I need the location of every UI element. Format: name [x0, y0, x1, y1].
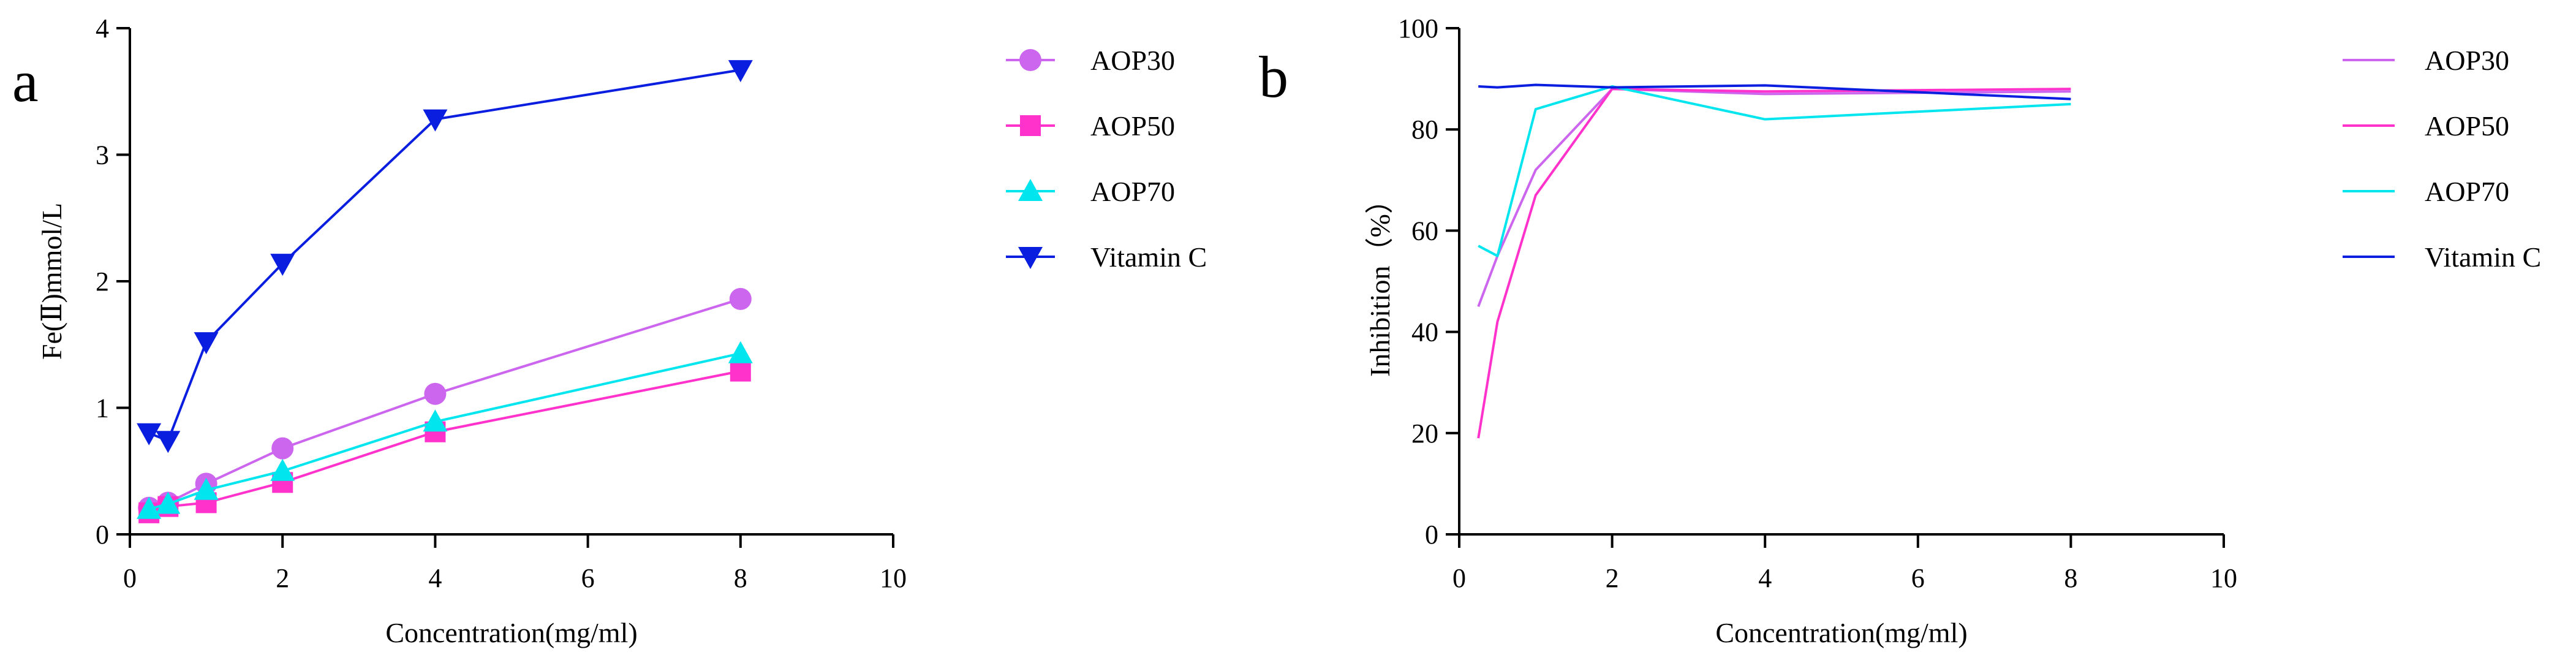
data-point — [728, 60, 753, 83]
x-tick-label: 0 — [1452, 563, 1466, 593]
x-tick-label: 4 — [428, 563, 442, 593]
chart-panel-a: a 0 2 4 6 8 10 0 1 2 3 4 Concentration(mg/ml) Fe(Ⅱ)mm… — [12, 13, 1207, 648]
series-aop70 — [137, 341, 753, 519]
legend-label: AOP50 — [2425, 110, 2509, 142]
panel-letter: a — [12, 48, 39, 114]
y-tick-label: 0 — [96, 520, 109, 550]
x-tick-label: 6 — [1911, 563, 1925, 593]
x-tick-label: 2 — [276, 563, 289, 593]
y-tick-label: 1 — [96, 393, 109, 423]
legend-label: Vitamin C — [2425, 241, 2541, 273]
y-tick-label: 0 — [1425, 520, 1438, 550]
panel-letter: b — [1259, 44, 1288, 110]
data-point — [137, 496, 162, 519]
legend-item: AOP70 — [1006, 176, 1175, 207]
y-tick-label: 40 — [1411, 317, 1438, 347]
data-point — [271, 437, 294, 460]
data-point — [194, 477, 219, 500]
data-point — [729, 287, 752, 310]
data-point — [270, 458, 295, 481]
x-tick-label: 8 — [734, 563, 747, 593]
x-tick-label: 6 — [581, 563, 595, 593]
data-point — [423, 409, 448, 432]
x-tick-label: 8 — [2064, 563, 2077, 593]
chart-panel-b: b0 2 4 6 8 10020406080100Concentration(mg/ml)… — [1259, 13, 2541, 648]
series-vitamin-c — [1478, 83, 2071, 100]
x-tick-label: 0 — [123, 563, 137, 593]
data-point — [194, 332, 219, 355]
legend-item: Vitamin C — [1006, 241, 1207, 273]
series-line — [1478, 83, 2071, 100]
legend-item: Vitamin C — [2343, 241, 2541, 273]
series-aop30 — [1477, 88, 2071, 308]
legend-label: Vitamin C — [1090, 241, 1207, 273]
series-aop70 — [1478, 85, 2071, 257]
data-point — [424, 382, 447, 405]
legend-marker — [1018, 179, 1043, 201]
y-tick-label: 100 — [1398, 13, 1438, 44]
series-line — [1478, 85, 2071, 257]
data-point — [137, 423, 162, 445]
y-axis-title: Fe(Ⅱ)mmol/L — [36, 203, 67, 360]
data-point — [270, 254, 295, 276]
legend-item: AOP70 — [2343, 176, 2509, 207]
legend-marker — [1019, 49, 1041, 71]
x-tick-label: 10 — [880, 563, 907, 593]
data-point — [423, 109, 448, 132]
legend-marker — [1018, 247, 1043, 269]
legend-item: AOP30 — [2343, 45, 2509, 76]
y-tick-label: 4 — [96, 13, 109, 44]
legend-item: AOP50 — [1006, 110, 1175, 142]
x-tick-label: 2 — [1606, 563, 1619, 593]
series-aop50 — [1477, 88, 2071, 439]
x-axis-title: Concentration(mg/ml) — [385, 617, 637, 648]
x-tick-label: 10 — [2210, 563, 2237, 593]
data-point — [156, 431, 181, 453]
y-tick-label: 20 — [1411, 419, 1438, 449]
series-vitamin-c — [137, 60, 753, 453]
legend-label: AOP50 — [1090, 110, 1175, 142]
legend-marker — [1020, 115, 1041, 136]
data-point — [730, 360, 751, 382]
legend-item: AOP50 — [2343, 110, 2509, 142]
y-tick-label: 3 — [96, 140, 109, 170]
legend-label: AOP70 — [1090, 176, 1175, 207]
y-tick-label: 80 — [1411, 115, 1438, 145]
series-line — [148, 298, 741, 509]
y-axis-title: Inhibition（%） — [1364, 186, 1396, 377]
legend-label: AOP70 — [2425, 176, 2509, 207]
y-tick-label: 2 — [96, 267, 109, 297]
series-line — [148, 69, 741, 442]
data-point — [156, 491, 181, 514]
x-axis-title: Concentration(mg/ml) — [1715, 617, 1967, 648]
legend-label: AOP30 — [1090, 45, 1175, 76]
legend-label: AOP30 — [2425, 45, 2509, 76]
legend-item: AOP30 — [1006, 45, 1175, 76]
series-line — [1477, 88, 2071, 308]
y-tick-label: 60 — [1411, 216, 1438, 246]
x-tick-label: 4 — [1758, 563, 1772, 593]
data-point — [728, 341, 753, 363]
series-line — [1477, 88, 2071, 439]
series-aop50 — [138, 360, 751, 523]
